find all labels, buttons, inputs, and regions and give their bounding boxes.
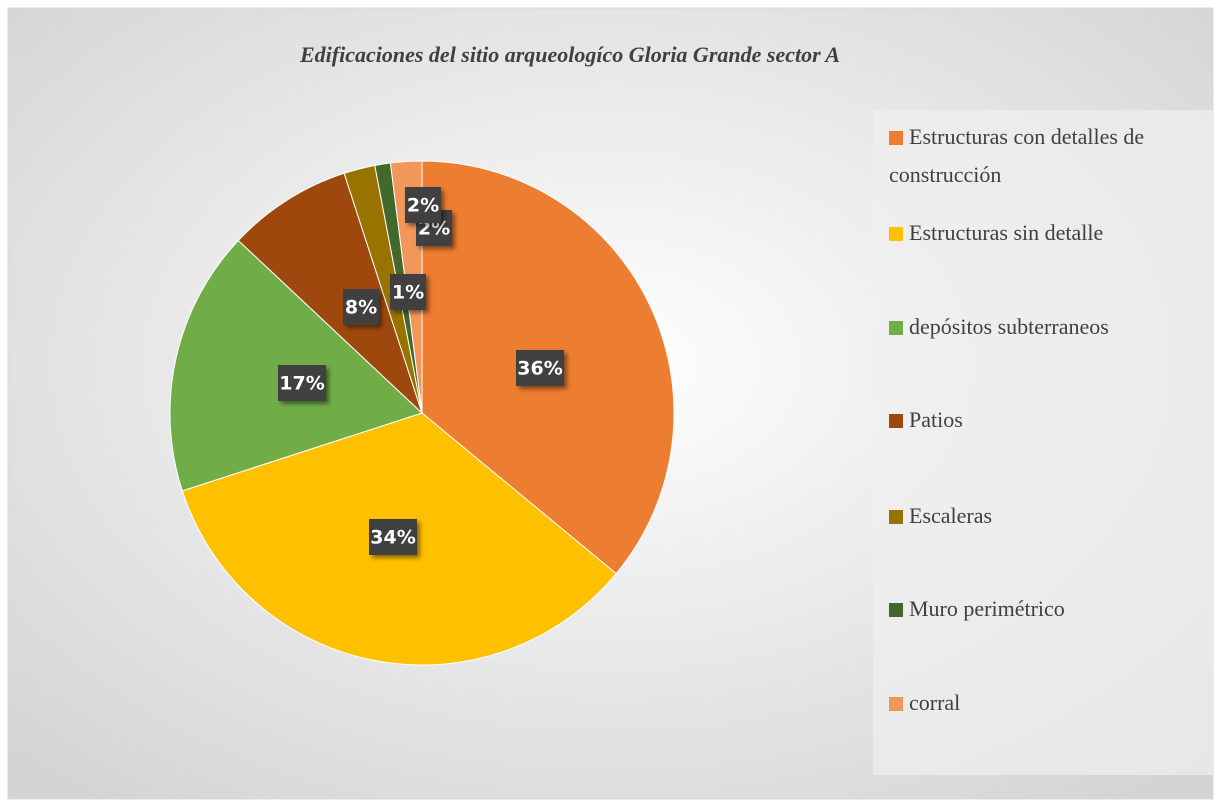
label-bg xyxy=(343,289,379,325)
data-label: 8% xyxy=(345,297,377,319)
pie-slice xyxy=(237,172,423,414)
legend-swatch xyxy=(889,321,903,335)
legend-swatch xyxy=(889,414,903,428)
legend-swatch xyxy=(889,510,903,524)
data-label: 1% xyxy=(392,282,424,304)
legend-label: corral xyxy=(909,690,961,715)
data-label: 34% xyxy=(370,527,415,549)
legend-item: depósitos subterraneos xyxy=(889,308,1209,346)
chart-title: Edificaciones del sitio arqueologíco Glo… xyxy=(299,42,840,67)
legend: Estructuras con detalles de construcción… xyxy=(873,110,1213,775)
label-bg xyxy=(516,350,564,386)
legend-item: corral xyxy=(889,684,1209,722)
legend-swatch xyxy=(889,697,903,711)
legend-label: Patios xyxy=(909,407,963,432)
label-bg xyxy=(390,274,426,310)
legend-label: depósitos subterraneos xyxy=(909,314,1109,339)
legend-item: Muro perimétrico xyxy=(889,590,1209,628)
legend-item: Escaleras xyxy=(889,497,1209,535)
legend-swatch xyxy=(889,131,903,145)
legend-item: Estructuras con detalles de construcción xyxy=(889,118,1209,194)
labels: 36%34%17%8%2%1%2% xyxy=(278,187,564,555)
data-label: 2% xyxy=(407,195,439,217)
data-label: 17% xyxy=(279,373,324,395)
label-bg xyxy=(278,365,326,401)
legend-item: Patios xyxy=(889,401,1209,439)
legend-swatch xyxy=(889,603,903,617)
legend-label: Estructuras sin detalle xyxy=(909,220,1104,245)
label-bg xyxy=(369,519,417,555)
legend-swatch xyxy=(889,227,903,241)
legend-item: Estructuras sin detalle xyxy=(889,214,1209,252)
data-label: 36% xyxy=(517,358,562,380)
legend-label: Estructuras con detalles de construcción xyxy=(889,124,1145,187)
legend-label: Escaleras xyxy=(909,503,993,528)
label-bg xyxy=(405,187,441,223)
legend-label: Muro perimétrico xyxy=(909,596,1065,621)
